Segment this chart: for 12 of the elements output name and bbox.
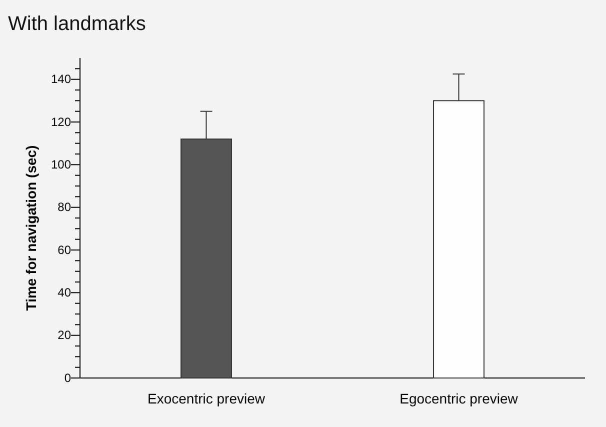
y-tick-label: 0 — [64, 370, 72, 385]
y-axis-title: Time for navigation (sec) — [23, 145, 39, 311]
y-tick-label: 40 — [58, 286, 72, 300]
chart-title: With landmarks — [8, 13, 146, 35]
y-tick-label: 20 — [58, 328, 72, 342]
x-tick-label: Egocentric preview — [400, 390, 519, 406]
x-tick-label: Exocentric preview — [148, 390, 266, 406]
y-tick-label: 80 — [58, 200, 72, 214]
y-tick-label: 140 — [50, 72, 72, 86]
y-tick-label: 60 — [58, 242, 72, 257]
y-tick-label: 120 — [50, 114, 72, 129]
y-tick-label: 100 — [50, 158, 72, 172]
